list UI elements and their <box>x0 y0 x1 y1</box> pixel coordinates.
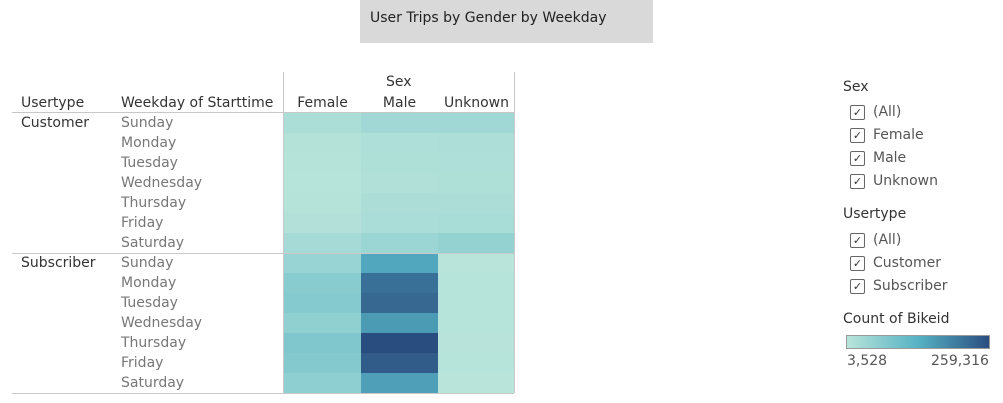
weekday-label: Saturday <box>121 375 185 391</box>
usertype-filter-option[interactable]: ✓ (All) <box>850 230 901 250</box>
weekday-label: Tuesday <box>121 295 178 311</box>
sex-col-header-female: Female <box>297 95 348 111</box>
color-legend-max: 259,316 <box>931 353 989 369</box>
heatmap-cell[interactable] <box>438 113 515 133</box>
color-legend-title: Count of Bikeid <box>843 311 950 327</box>
checkbox[interactable]: ✓ <box>850 232 865 248</box>
heatmap-cell[interactable] <box>361 193 438 213</box>
heatmap-cell[interactable] <box>361 113 438 133</box>
weekday-label: Friday <box>121 355 164 371</box>
heatmap-cell[interactable] <box>284 133 361 153</box>
color-gradient-bar <box>846 335 990 349</box>
checkbox-label: (All) <box>873 232 902 248</box>
divider-line <box>514 72 515 393</box>
weekday-label: Saturday <box>121 235 185 251</box>
sex-column-header: Sex <box>386 74 412 90</box>
heatmap-cell[interactable] <box>438 153 515 173</box>
checkbox[interactable]: ✓ <box>850 150 865 166</box>
heatmap-cell[interactable] <box>438 193 515 213</box>
heatmap-cell[interactable] <box>438 133 515 153</box>
checkbox[interactable]: ✓ <box>850 255 865 271</box>
weekday-label: Monday <box>121 135 177 151</box>
usertype-filter-title: Usertype <box>843 206 907 222</box>
usertype-header: Usertype <box>21 95 85 111</box>
weekday-label: Tuesday <box>121 155 178 171</box>
checkbox-label: Customer <box>873 255 942 271</box>
heatmap-cell[interactable] <box>438 253 515 273</box>
heatmap-cell[interactable] <box>284 373 361 393</box>
heatmap-cell[interactable] <box>438 293 515 313</box>
heatmap-cell[interactable] <box>284 213 361 233</box>
sex-filter-title: Sex <box>843 79 869 95</box>
heatmap-cell[interactable] <box>284 153 361 173</box>
heatmap-cell[interactable] <box>438 213 515 233</box>
usertype-filter-option[interactable]: ✓ Customer <box>850 253 941 273</box>
heatmap-cell[interactable] <box>284 233 361 253</box>
weekday-label: Wednesday <box>121 315 203 331</box>
sex-filter-option[interactable]: ✓ Unknown <box>850 171 938 191</box>
checkbox-label: Female <box>873 127 924 143</box>
heatmap-cell[interactable] <box>438 333 515 353</box>
usertype-label: Subscriber <box>21 255 96 271</box>
checkbox[interactable]: ✓ <box>850 278 865 294</box>
weekday-label: Wednesday <box>121 175 203 191</box>
heatmap-cell[interactable] <box>361 353 438 373</box>
heatmap-cell[interactable] <box>361 213 438 233</box>
sex-col-header-male: Male <box>382 95 417 111</box>
weekday-label: Friday <box>121 215 164 231</box>
checkbox-label: Male <box>873 150 907 166</box>
heatmap-cell[interactable] <box>284 253 361 273</box>
weekday-label: Sunday <box>121 115 174 131</box>
sex-filter-option[interactable]: ✓ (All) <box>850 102 901 122</box>
sex-filter-option[interactable]: ✓ Male <box>850 148 906 168</box>
divider-line <box>12 112 514 113</box>
heatmap-cell[interactable] <box>284 313 361 333</box>
checkbox[interactable]: ✓ <box>850 173 865 189</box>
weekday-header: Weekday of Starttime <box>121 95 274 111</box>
divider-line <box>12 393 514 394</box>
weekday-label: Thursday <box>121 335 187 351</box>
checkbox[interactable]: ✓ <box>850 104 865 120</box>
weekday-label: Sunday <box>121 255 174 271</box>
heatmap-cell[interactable] <box>438 313 515 333</box>
weekday-label: Monday <box>121 275 177 291</box>
heatmap-cell[interactable] <box>284 353 361 373</box>
checkbox-label: Subscriber <box>873 278 948 294</box>
heatmap-cell[interactable] <box>361 153 438 173</box>
heatmap-cell[interactable] <box>438 173 515 193</box>
usertype-label: Customer <box>21 115 90 131</box>
usertype-filter-option[interactable]: ✓ Subscriber <box>850 276 948 296</box>
divider-line <box>12 253 514 254</box>
heatmap-cell[interactable] <box>361 313 438 333</box>
heatmap-cell[interactable] <box>284 173 361 193</box>
heatmap-cell[interactable] <box>284 113 361 133</box>
divider-line <box>283 72 284 393</box>
heatmap-cell[interactable] <box>361 273 438 293</box>
heatmap-cell[interactable] <box>361 373 438 393</box>
sex-col-header-unknown: Unknown <box>444 95 509 111</box>
heatmap-cell[interactable] <box>438 373 515 393</box>
heatmap-cell[interactable] <box>361 133 438 153</box>
heatmap-cell[interactable] <box>284 293 361 313</box>
heatmap-cell[interactable] <box>361 333 438 353</box>
heatmap-cell[interactable] <box>284 193 361 213</box>
heatmap-cell[interactable] <box>361 293 438 313</box>
heatmap-cell[interactable] <box>361 253 438 273</box>
heatmap-cell[interactable] <box>284 333 361 353</box>
heatmap-cell[interactable] <box>438 233 515 253</box>
heatmap-cell[interactable] <box>438 353 515 373</box>
checkbox[interactable]: ✓ <box>850 127 865 143</box>
checkbox-label: (All) <box>873 104 902 120</box>
color-legend-min: 3,528 <box>847 353 888 369</box>
sheet-title: User Trips by Gender by Weekday <box>360 0 653 43</box>
heatmap-cell[interactable] <box>284 273 361 293</box>
heatmap-cell[interactable] <box>361 233 438 253</box>
sex-filter-option[interactable]: ✓ Female <box>850 125 924 145</box>
heatmap-cell[interactable] <box>438 273 515 293</box>
checkbox-label: Unknown <box>873 173 938 189</box>
weekday-label: Thursday <box>121 195 187 211</box>
heatmap-cell[interactable] <box>361 173 438 193</box>
